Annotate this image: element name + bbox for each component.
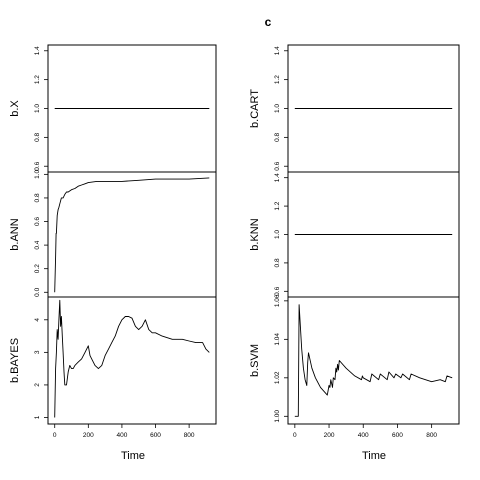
panel-b-svm-xlabel: Time (362, 450, 386, 462)
panel-b-ann-ytick-label: 0.6 (34, 217, 41, 226)
panel-b-svm-xtick-label: 0 (293, 432, 297, 439)
panel-b-svm-ytick-label: 1.04 (274, 333, 281, 346)
panel-b-svm-ylabel: b.SVM (249, 344, 261, 377)
panel-b-ann-ytick-label: 1.0 (34, 169, 41, 178)
panel-b-x: b.X 0.6 0.8 1.0 1.2 1.4 (9, 44, 217, 173)
panel-b-cart-ytick-label: 1.2 (274, 75, 281, 84)
panel-b-x-ylabel: b.X (9, 100, 21, 117)
panel-b-svm-ytick-label: 1.02 (274, 371, 281, 384)
panel-b-svm-frame (287, 296, 460, 425)
panel-b-x-ytick-label: 0.6 (34, 161, 41, 170)
panel-b-ann-ylabel: b.ANN (9, 218, 21, 250)
panel-b-svm: b.SVM Time 1.00 1.02 1.04 1.06 0 200 400 600 800 (249, 294, 460, 462)
panel-b-bayes-xlabel: Time (121, 450, 145, 462)
panel-b-bayes-ylabel: b.BAYES (9, 338, 21, 383)
panel-b-ann-ytick-label: 0.2 (34, 264, 41, 273)
panel-b-knn-ytick-label: 1.2 (274, 201, 281, 210)
panel-b-knn-ytick-label: 1.0 (274, 230, 281, 239)
panel-b-x-ytick-label: 0.8 (34, 132, 41, 141)
panel-b-knn-ylabel: b.KNN (249, 218, 261, 250)
panel-b-svm-xtick-label: 800 (426, 432, 437, 439)
panel-b-x-ytick-label: 1.0 (34, 104, 41, 113)
panel-b-bayes-ytick-label: 3 (34, 350, 41, 354)
panel-b-cart-ytick-label: 1.4 (274, 46, 281, 55)
panel-b-svm-series-line (294, 304, 453, 417)
panel-b-bayes-xtick-label: 0 (53, 432, 57, 439)
panel-b-knn-ytick-label: 0.6 (274, 286, 281, 295)
panel-b-cart-ytick-label: 0.6 (274, 161, 281, 170)
panel-b-cart-ylabel: b.CART (249, 89, 261, 128)
panel-b-ann: b.ANN 0.0 0.2 0.4 0.6 0.8 1.0 (9, 169, 217, 298)
panel-b-svm-xtick-label: 600 (392, 432, 403, 439)
panel-b-bayes-ytick-label: 1 (34, 415, 41, 419)
panel-b-bayes-series-line (54, 299, 210, 418)
panel-b-ann-series-line (54, 177, 210, 293)
panel-b-bayes: b.BAYES Time 1 2 3 4 0 200 400 600 800 (9, 296, 217, 462)
panel-b-cart-ytick-label: 1.0 (274, 104, 281, 113)
panel-b-knn-ytick-label: 0.8 (274, 258, 281, 267)
panel-b-svm-xtick-label: 400 (358, 432, 369, 439)
panel-b-ann-ytick-label: 0.0 (34, 287, 41, 296)
panel-b-bayes-xtick-label: 400 (116, 432, 127, 439)
panel-b-svm-xtick-label: 200 (324, 432, 335, 439)
panel-b-svm-ytick-label: 1.00 (274, 410, 281, 423)
panel-b-knn: b.KNN 0.6 0.8 1.0 1.2 1.4 (249, 171, 460, 298)
panel-b-bayes-xtick-label: 800 (184, 432, 195, 439)
panel-b-svm-ytick-label: 1.06 (274, 294, 281, 307)
panel-b-cart: b.CART 0.6 0.8 1.0 1.2 1.4 (249, 44, 460, 173)
panel-b-cart-ytick-label: 0.8 (274, 132, 281, 141)
panel-b-knn-ytick-label: 1.4 (274, 173, 281, 182)
panel-b-bayes-frame (47, 296, 217, 425)
panel-b-bayes-ytick-label: 2 (34, 383, 41, 387)
panel-b-x-ytick-label: 1.4 (34, 46, 41, 55)
panel-b-ann-frame (47, 171, 217, 298)
panel-b-ann-ytick-label: 0.4 (34, 240, 41, 249)
panel-b-bayes-ytick-label: 4 (34, 318, 41, 322)
figure-title: c (265, 15, 272, 29)
panel-b-x-ytick-label: 1.2 (34, 75, 41, 84)
panel-b-bayes-xtick-label: 600 (150, 432, 161, 439)
panel-b-bayes-xtick-label: 200 (83, 432, 94, 439)
panel-b-ann-ytick-label: 0.8 (34, 193, 41, 202)
